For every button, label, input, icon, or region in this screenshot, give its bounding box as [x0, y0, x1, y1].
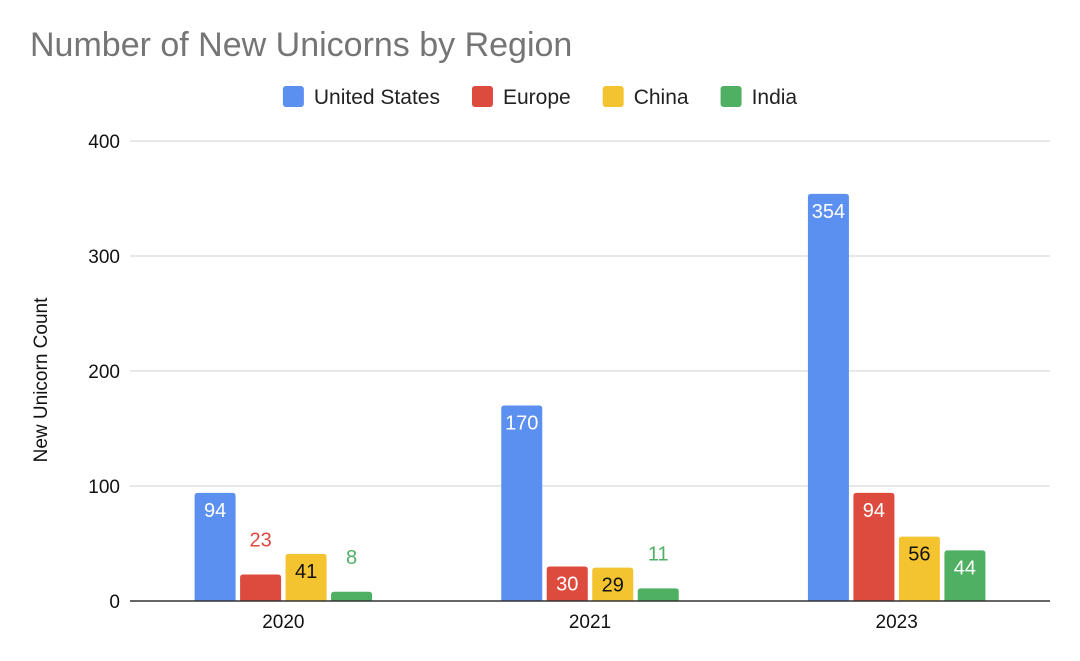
bar-europe-2021: [546, 566, 588, 601]
bar-india-2021: [637, 588, 679, 601]
data-label: 29: [602, 575, 624, 597]
legend-label: China: [634, 86, 689, 109]
bar-europe-2023: [853, 492, 895, 601]
data-label: 8: [346, 547, 357, 569]
bar-united-states-2023: [807, 193, 849, 601]
x-tick-label: 2023: [876, 612, 918, 633]
bar-europe-2020: [240, 574, 282, 601]
legend-swatch: [720, 86, 742, 107]
y-tick-label: 100: [88, 477, 120, 498]
x-tick-label: 2021: [569, 612, 611, 633]
legend-item-europe: Europe: [471, 86, 571, 109]
bar-china-2021: [592, 567, 634, 601]
y-tick-label: 300: [88, 247, 120, 268]
legend-item-india: India: [720, 86, 798, 109]
bar-united-states-2021: [501, 405, 543, 601]
data-label: 41: [295, 561, 317, 583]
legend-label: Europe: [503, 86, 571, 109]
legend-item-united-states: United States: [282, 86, 440, 109]
y-tick-label: 200: [88, 362, 120, 383]
data-label: 94: [204, 500, 226, 522]
y-axis-label: New Unicorn Count: [31, 297, 52, 462]
data-label: 56: [908, 544, 930, 566]
bar-china-2020: [285, 553, 327, 601]
gridlines: [130, 140, 1050, 487]
bar-china-2023: [898, 536, 940, 601]
data-label: 44: [954, 557, 976, 579]
chart-title: Number of New Unicorns by Region: [30, 26, 572, 64]
legend-swatch: [282, 86, 304, 107]
legend-swatch: [471, 86, 493, 107]
legend-swatch: [602, 86, 624, 107]
data-label: 170: [505, 413, 538, 435]
data-labels: 94 23 41 8 170 30 29 11 354 94 56 44: [204, 201, 976, 597]
x-tick-label: 2020: [262, 612, 304, 633]
y-tick-label: 400: [88, 132, 120, 153]
legend-item-china: China: [602, 86, 689, 109]
data-label: 30: [556, 574, 578, 596]
bar-india-2023: [944, 550, 986, 601]
legend-label: India: [752, 86, 798, 109]
bar-india-2020: [331, 591, 373, 601]
legend: United States Europe China India: [282, 86, 798, 109]
bars: [194, 193, 986, 601]
y-axis-ticks: 0 100 200 300 400: [88, 132, 120, 613]
data-label: 94: [863, 500, 885, 522]
legend-label: United States: [314, 86, 440, 109]
data-label: 11: [648, 543, 669, 565]
data-label: 354: [812, 201, 845, 223]
bar-united-states-2020: [194, 492, 236, 601]
y-tick-label: 0: [109, 592, 120, 613]
data-label: 23: [249, 530, 271, 552]
x-axis-ticks: 2020 2021 2023: [262, 612, 918, 633]
